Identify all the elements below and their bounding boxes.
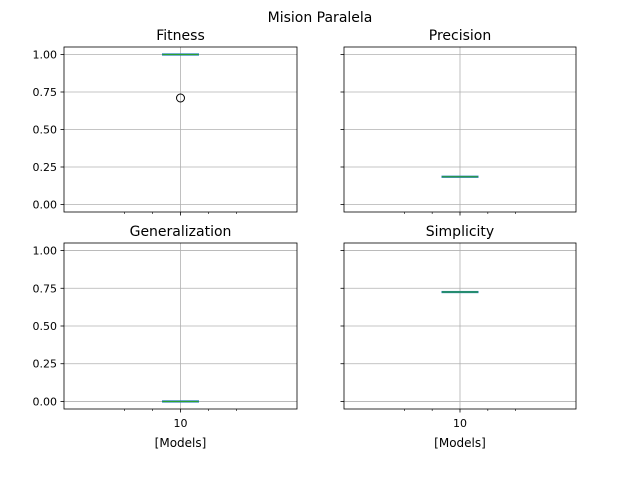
figure-suptitle: Mision Paralela — [268, 10, 373, 26]
x-tick-label: 10 — [453, 417, 467, 430]
subplot-title: Precision — [429, 28, 491, 44]
axes-frame — [63, 46, 298, 213]
y-tick-label: 0.75 — [33, 282, 58, 295]
y-tick-label: 0.25 — [33, 358, 58, 371]
y-tick-label: 0.00 — [33, 199, 58, 212]
y-tick-label: 0.75 — [33, 86, 58, 99]
subplot-generalization: Generalization 0.00 0.25 0.50 0.75 1.00 10 [Mod… — [33, 224, 298, 450]
y-tick-label: 0.50 — [33, 124, 58, 137]
y-tick-label: 1.00 — [33, 245, 58, 258]
outlier-point — [176, 93, 185, 103]
subplot-grid: Fitness 0.00 0.25 0.50 0.75 1.00 Precision Gene… — [33, 28, 577, 450]
y-tick-label: 0.50 — [33, 320, 58, 333]
x-axis-label: [Models] — [434, 436, 486, 450]
axes-frame — [343, 46, 577, 213]
subplot-title: Generalization — [130, 224, 232, 240]
subplot-title: Fitness — [156, 28, 205, 44]
subplot-precision: Precision — [340, 28, 577, 216]
x-tick-label: 10 — [174, 417, 188, 430]
subplot-simplicity: Simplicity 10 [Models] — [340, 224, 577, 450]
axes-frame — [63, 242, 298, 410]
subplot-title: Simplicity — [426, 224, 494, 240]
axes-frame — [343, 242, 577, 410]
y-tick-label: 0.00 — [33, 395, 58, 408]
y-tick-label: 0.25 — [33, 161, 58, 174]
subplot-fitness: Fitness 0.00 0.25 0.50 0.75 1.00 — [33, 28, 298, 216]
y-tick-label: 1.00 — [33, 49, 58, 62]
x-axis-label: [Models] — [155, 436, 207, 450]
